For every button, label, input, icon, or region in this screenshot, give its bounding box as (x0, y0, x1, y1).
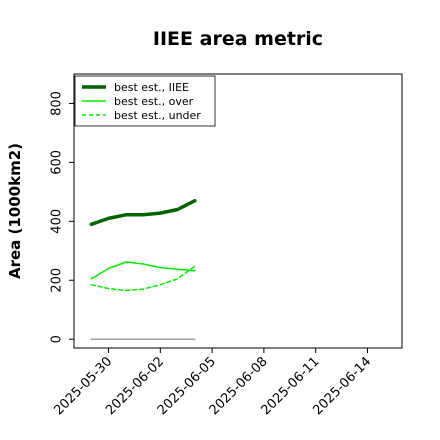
legend-label-2: best est., over (114, 95, 194, 108)
y-tick-label-0: 0 (50, 335, 65, 343)
legend-label-1: best est., IIEE (114, 81, 189, 94)
chart-title: IIEE area metric (153, 28, 323, 50)
y-tick-label-4: 800 (50, 91, 65, 116)
y-axis: 0 200 400 600 800 (50, 91, 74, 343)
y-axis-label: Area (1000km2) (6, 143, 24, 279)
legend-label-3: best est., under (114, 109, 201, 122)
series-line-2 (90, 261, 196, 280)
series-line-1 (89, 198, 197, 227)
y-tick-label-3: 600 (50, 150, 65, 175)
y-tick-label-2: 400 (50, 209, 65, 234)
y-tick-label-1: 200 (50, 268, 65, 293)
series-layer (89, 198, 197, 340)
series-line-3 (90, 265, 196, 292)
x-axis: 2025-05-302025-06-022025-06-052025-06-08… (51, 348, 374, 418)
